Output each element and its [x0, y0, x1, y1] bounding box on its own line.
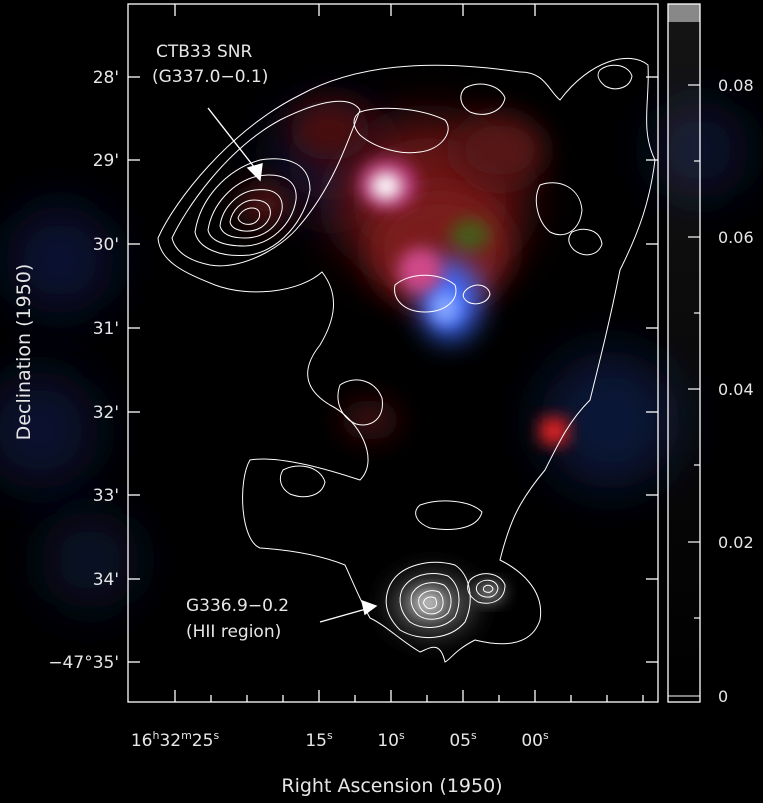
y-axis-title: Declination (1950) — [13, 264, 35, 441]
annotation-arrows — [207, 107, 378, 623]
plot-frame — [127, 3, 659, 703]
colorbar-tick-label: 0.06 — [718, 228, 754, 247]
colorbar-tick-label: 0.02 — [718, 533, 754, 552]
colorbar-tick-label: 0 — [718, 687, 728, 706]
y-tick-label: 32' — [93, 403, 119, 423]
annotation-labels: CTB33 SNR (G337.0−0.1) G336.9−0.2 (HII r… — [152, 42, 289, 642]
x-tick-label: 10s — [377, 729, 405, 751]
colorbar — [667, 3, 701, 703]
colorbar-tick-label: 0.08 — [718, 76, 754, 95]
x-tick-label: 00s — [521, 729, 549, 751]
y-tick-label: 28' — [93, 68, 119, 88]
y-tick-label: 31' — [93, 319, 119, 339]
emission-image — [240, 100, 568, 633]
x-tick-label: 16h32m25s — [131, 729, 220, 751]
y-tick-label: 29' — [93, 151, 119, 171]
x-axis-title: Right Ascension (1950) — [281, 775, 502, 797]
colorbar-tick-label: 0.04 — [718, 380, 754, 399]
x-tick-label: 15s — [305, 729, 333, 751]
hii-designation-label: G336.9−0.2 — [186, 596, 289, 616]
y-tick-label: −47°35' — [48, 653, 119, 673]
contours — [157, 57, 656, 663]
y-tick-label: 30' — [93, 235, 119, 255]
snr-designation-label: (G337.0−0.1) — [152, 67, 268, 87]
y-tick-labels: 28' 29' 30' 31' 32' 33' 34' −47°35' — [48, 68, 119, 673]
x-tick-label: 05s — [449, 729, 477, 751]
x-tick-labels: 16h32m25s 15s 10s 05s 00s — [131, 729, 549, 751]
y-tick-label: 34' — [93, 570, 119, 590]
y-tick-label: 33' — [93, 486, 119, 506]
colorbar-tick-labels: 0.08 0.06 0.04 0.02 0 — [718, 76, 754, 706]
snr-name-label: CTB33 SNR — [156, 42, 252, 62]
hii-type-label: (HII region) — [186, 622, 281, 642]
